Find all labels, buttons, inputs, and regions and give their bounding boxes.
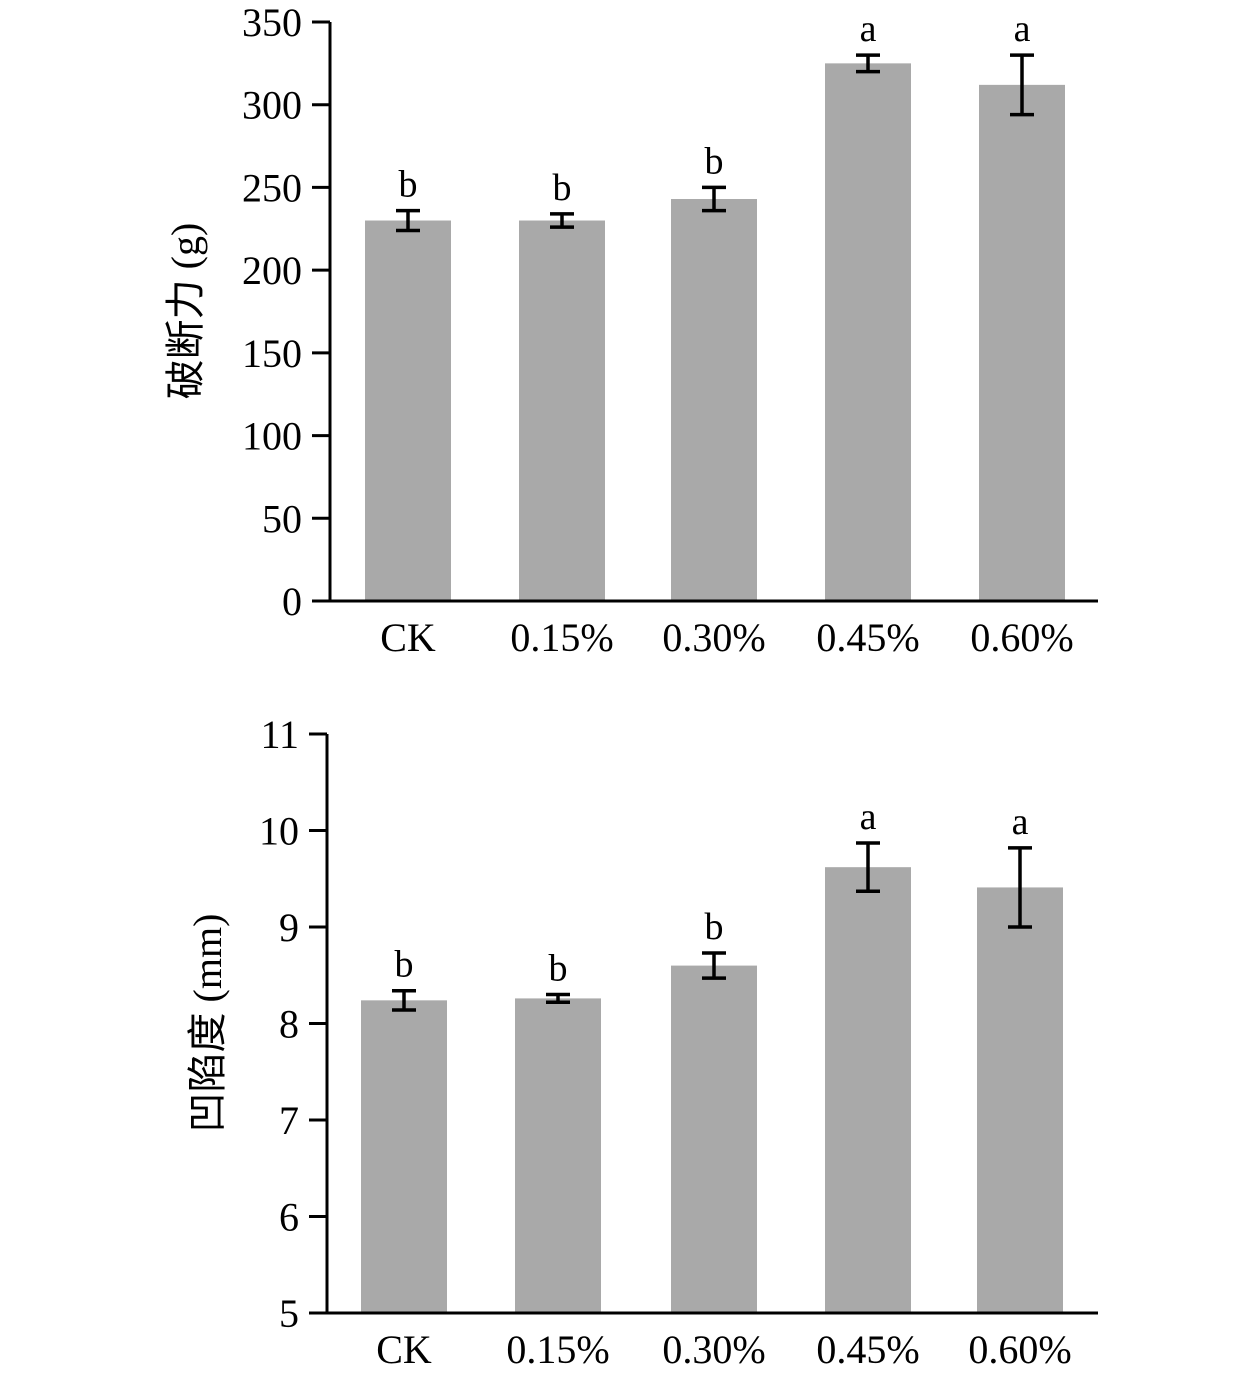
bar-3 bbox=[825, 63, 911, 602]
error-bar-1 bbox=[546, 992, 570, 1005]
bar-0 bbox=[361, 1000, 447, 1313]
bar-1 bbox=[515, 998, 601, 1313]
x-tick-label: 0.15% bbox=[510, 615, 613, 660]
y-tick-label: 250 bbox=[242, 165, 302, 210]
breaking-force-chart: b b b a a 0 50 100 150 200 250 300 350 CK 0.15% 0.30% 0.… bbox=[163, 0, 1098, 660]
significance-label: a bbox=[860, 796, 877, 838]
y-tick-label: 8 bbox=[279, 1002, 299, 1047]
x-tick-label: 0.60% bbox=[968, 1327, 1071, 1372]
bar-0 bbox=[365, 220, 451, 601]
y-tick-label: 5 bbox=[279, 1291, 299, 1336]
significance-label: a bbox=[1014, 8, 1031, 50]
y-tick-label: 6 bbox=[279, 1195, 299, 1240]
significance-label: b bbox=[399, 164, 418, 206]
significance-label: b bbox=[549, 948, 568, 990]
y-tick-label: 300 bbox=[242, 83, 302, 128]
x-tick-label: 0.45% bbox=[816, 1327, 919, 1372]
error-bar-3 bbox=[856, 841, 880, 894]
y-tick-label: 9 bbox=[279, 905, 299, 950]
error-bar-4 bbox=[1010, 53, 1034, 117]
x-tick-label: CK bbox=[376, 1327, 432, 1372]
bar-3 bbox=[825, 867, 911, 1313]
y-tick-label: 10 bbox=[259, 809, 299, 854]
y-tick-label: 11 bbox=[260, 712, 299, 757]
y-tick-label: 200 bbox=[242, 248, 302, 293]
bar-4 bbox=[979, 84, 1065, 601]
error-bar-0 bbox=[392, 988, 416, 1012]
x-tick-label: 0.30% bbox=[662, 615, 765, 660]
error-bar-1 bbox=[550, 212, 574, 229]
significance-label: a bbox=[1012, 801, 1029, 843]
error-bar-2 bbox=[702, 185, 726, 213]
significance-label: a bbox=[860, 8, 877, 50]
x-tick-label: 0.15% bbox=[506, 1327, 609, 1372]
y-tick-label: 7 bbox=[279, 1098, 299, 1143]
y-tick-label: 100 bbox=[242, 414, 302, 459]
x-tick-label: 0.30% bbox=[662, 1327, 765, 1372]
bar-1 bbox=[519, 220, 605, 601]
significance-label: b bbox=[395, 944, 414, 986]
y-tick-label: 0 bbox=[282, 579, 302, 624]
significance-label: b bbox=[705, 906, 724, 948]
error-bar-4 bbox=[1008, 846, 1032, 929]
error-bar-2 bbox=[702, 951, 726, 980]
significance-label: b bbox=[705, 140, 724, 182]
y-tick-label: 50 bbox=[262, 496, 302, 541]
x-tick-label: 0.60% bbox=[970, 615, 1073, 660]
y-tick-label: 150 bbox=[242, 331, 302, 376]
bar-2 bbox=[671, 199, 757, 601]
y-tick-label: 350 bbox=[242, 0, 302, 45]
y-axis-title: 凹陷度 (mm) bbox=[185, 914, 230, 1133]
bar-2 bbox=[671, 965, 757, 1313]
depression-depth-chart: b b b a a 5 6 7 8 9 10 11 CK 0.15% 0.30% 0.45% 0.60% 凹陷度 … bbox=[185, 712, 1098, 1372]
significance-label: b bbox=[553, 167, 572, 209]
error-bar-0 bbox=[396, 208, 420, 233]
x-tick-label: CK bbox=[380, 615, 436, 660]
x-tick-label: 0.45% bbox=[816, 615, 919, 660]
y-axis-title: 破断力 (g) bbox=[163, 223, 208, 400]
bar-4 bbox=[977, 887, 1063, 1313]
error-bar-3 bbox=[856, 53, 880, 74]
